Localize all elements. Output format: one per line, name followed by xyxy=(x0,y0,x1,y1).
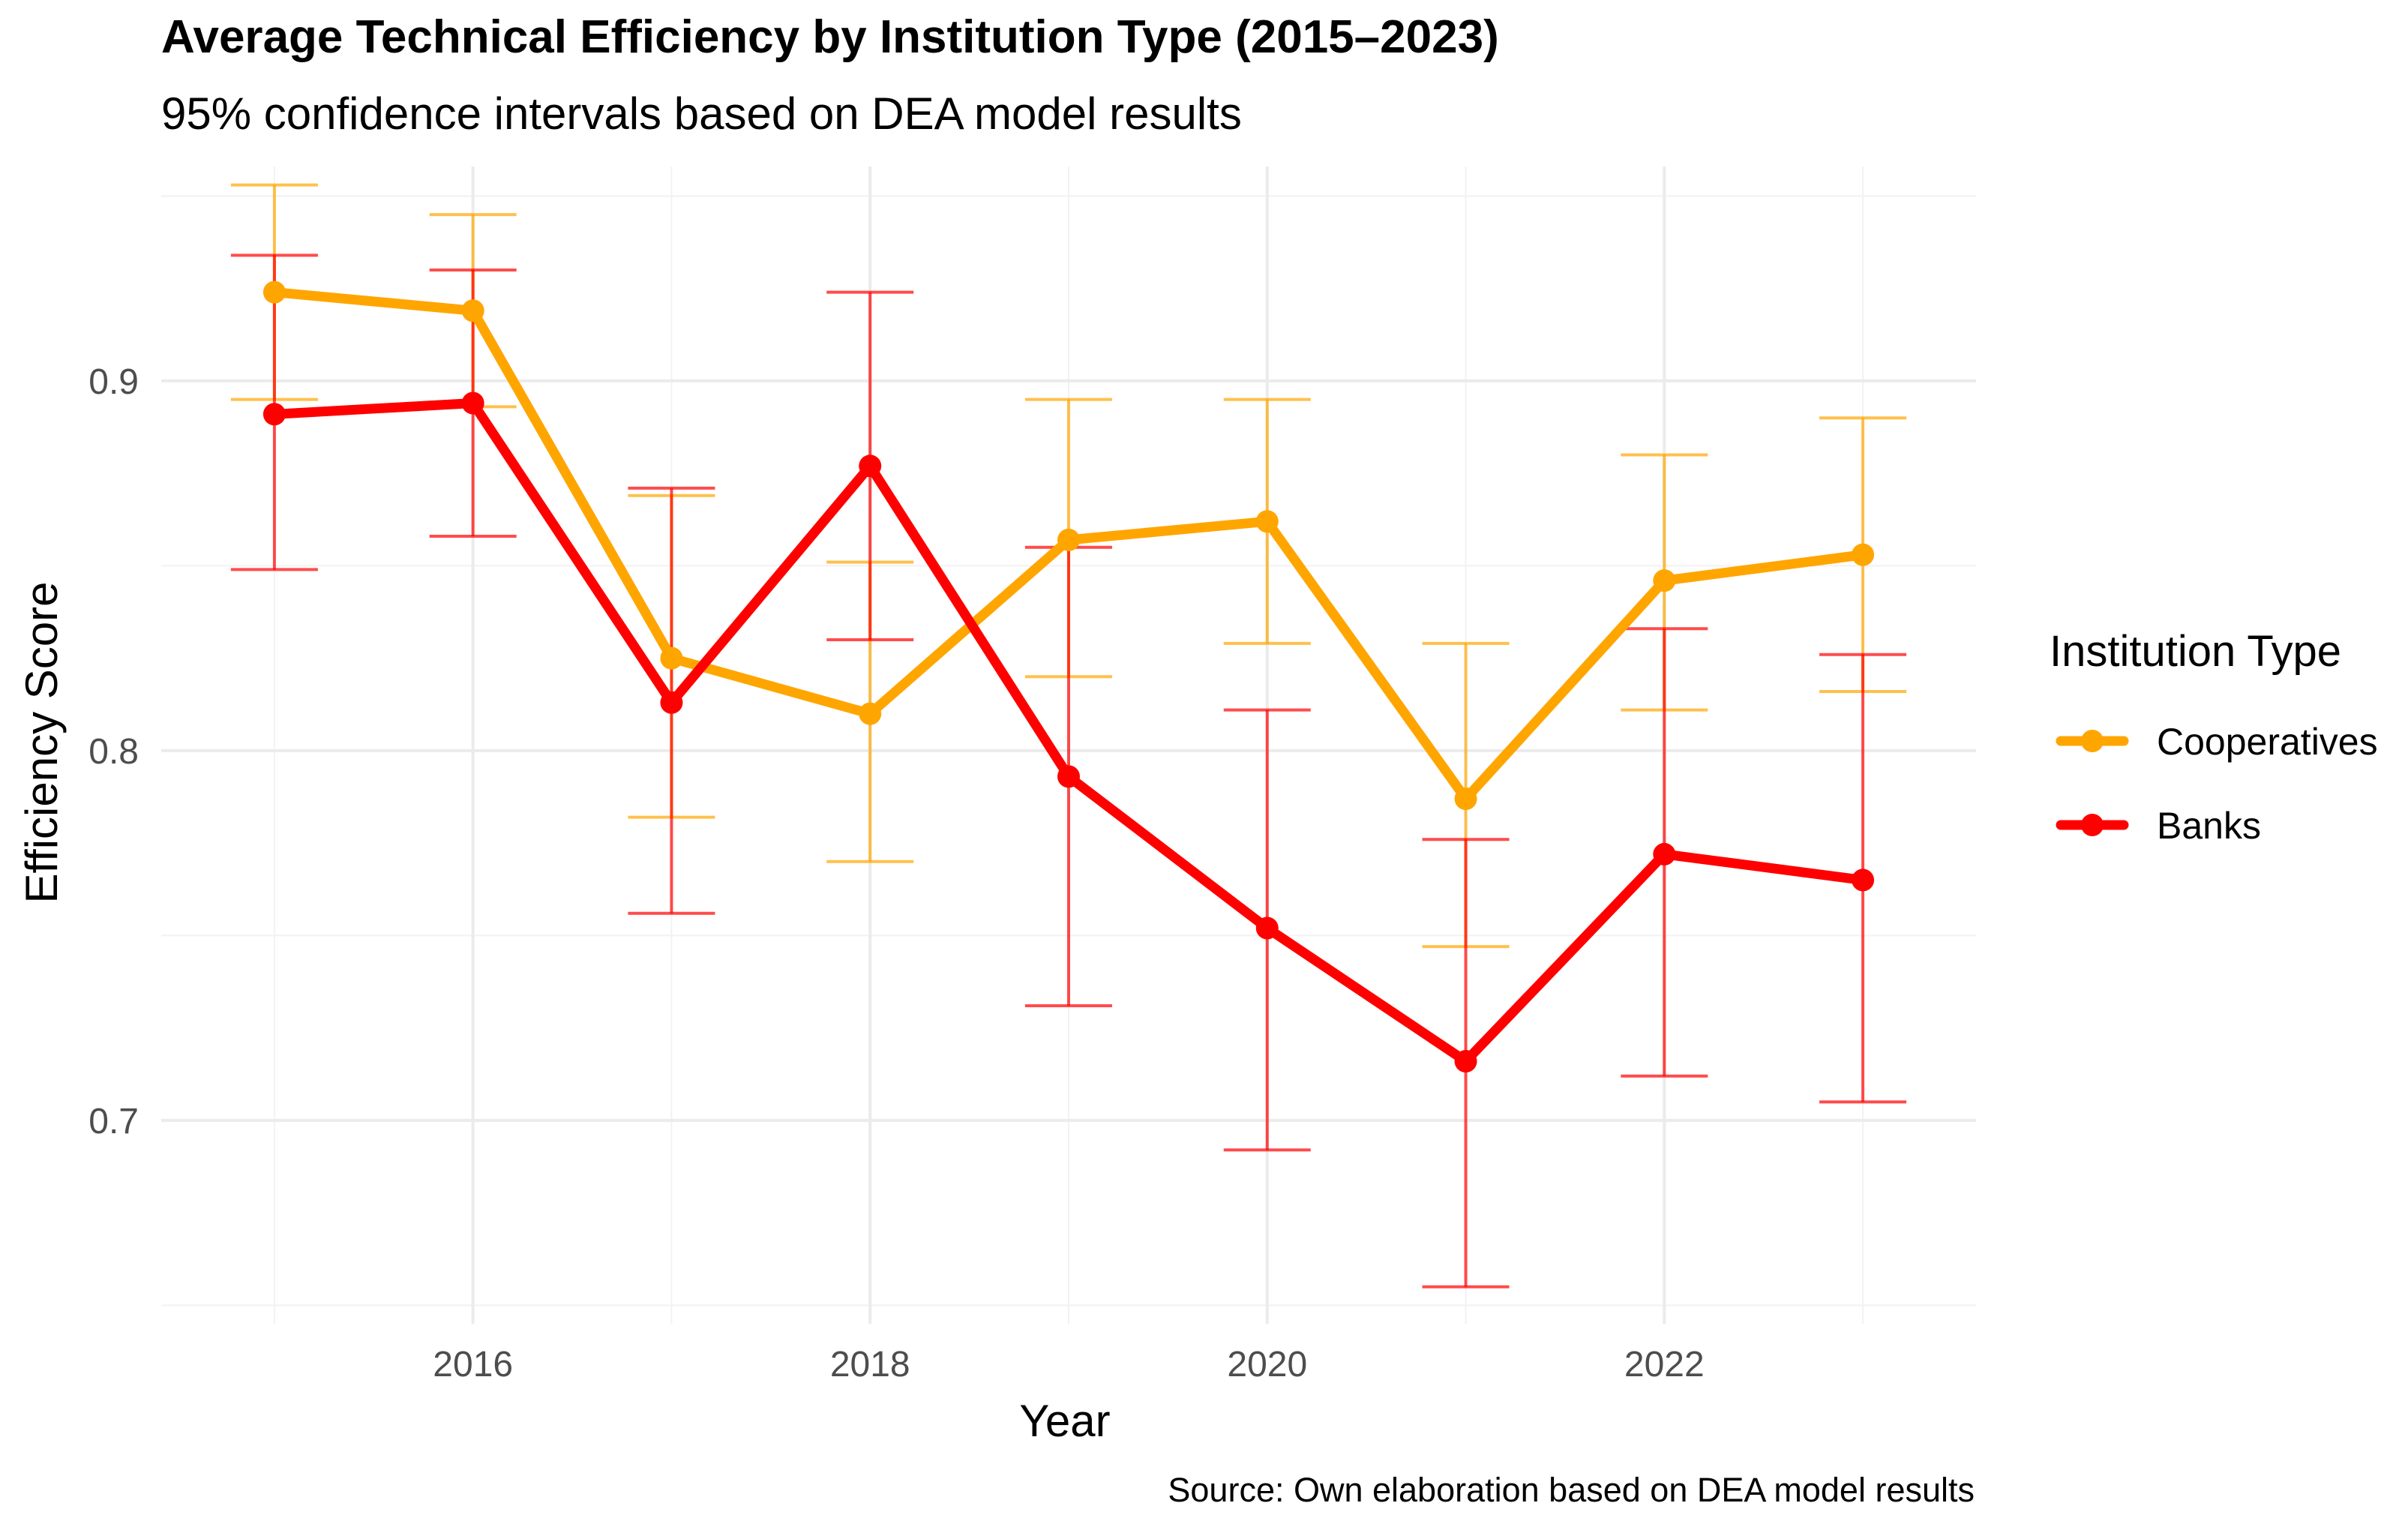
banks-data-point xyxy=(1057,765,1080,788)
x-axis-title: Year xyxy=(1019,1396,1110,1446)
legend: Institution Type Cooperatives Banks xyxy=(2050,627,2378,847)
y-axis-title: Efficiency Score xyxy=(16,581,67,903)
x-tick-label: 2022 xyxy=(1624,1345,1705,1384)
banks-data-point xyxy=(1454,1049,1477,1072)
cooperatives-data-point xyxy=(461,299,484,322)
banks-data-point xyxy=(859,454,882,478)
legend-label-cooperatives: Cooperatives xyxy=(2157,721,2378,763)
cooperatives-data-point xyxy=(1454,787,1477,810)
banks-data-point xyxy=(461,392,484,415)
cooperatives-data-point xyxy=(1255,510,1279,533)
banks-data-point xyxy=(1255,916,1279,940)
cooperatives-data-point xyxy=(1057,528,1080,551)
banks-data-point xyxy=(262,403,286,426)
cooperatives-data-point xyxy=(1653,569,1676,592)
y-tick-label: 0.8 xyxy=(88,732,139,772)
chart-caption: Source: Own elaboration based on DEA mod… xyxy=(1168,1471,1975,1509)
legend-items: Cooperatives Banks xyxy=(2056,721,2378,847)
x-axis-tick-labels: 2016 2018 2020 2022 xyxy=(433,1345,1704,1384)
legend-title: Institution Type xyxy=(2050,627,2341,676)
banks-data-point xyxy=(1852,868,1875,892)
cooperatives-data-point xyxy=(1852,543,1875,566)
legend-marker-cooperatives xyxy=(2081,730,2104,752)
x-tick-label: 2020 xyxy=(1227,1345,1307,1384)
cooperatives-data-point xyxy=(660,646,683,670)
chart-title: Average Technical Efficiency by Institut… xyxy=(161,11,1499,63)
series-layer xyxy=(230,183,1907,1288)
y-tick-label: 0.9 xyxy=(88,362,139,402)
y-axis-tick-labels: 0.7 0.8 0.9 xyxy=(88,362,139,1142)
banks-data-point xyxy=(660,691,683,714)
legend-marker-banks xyxy=(2081,814,2104,836)
x-tick-label: 2016 xyxy=(433,1345,513,1384)
banks-data-point xyxy=(1653,842,1676,866)
plot-panel xyxy=(161,166,1976,1324)
cooperatives-data-point xyxy=(859,702,882,725)
x-tick-label: 2018 xyxy=(830,1345,910,1384)
y-tick-label: 0.7 xyxy=(88,1102,139,1142)
chart-subtitle: 95% confidence intervals based on DEA mo… xyxy=(161,88,1242,139)
cooperatives-data-point xyxy=(262,280,286,304)
legend-label-banks: Banks xyxy=(2157,805,2261,847)
